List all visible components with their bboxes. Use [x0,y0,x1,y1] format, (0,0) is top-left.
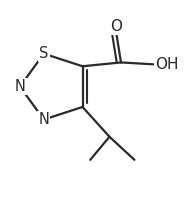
Text: S: S [39,46,49,61]
Text: OH: OH [155,57,178,72]
Text: N: N [38,112,49,127]
Text: N: N [15,79,25,94]
Text: O: O [110,19,122,34]
